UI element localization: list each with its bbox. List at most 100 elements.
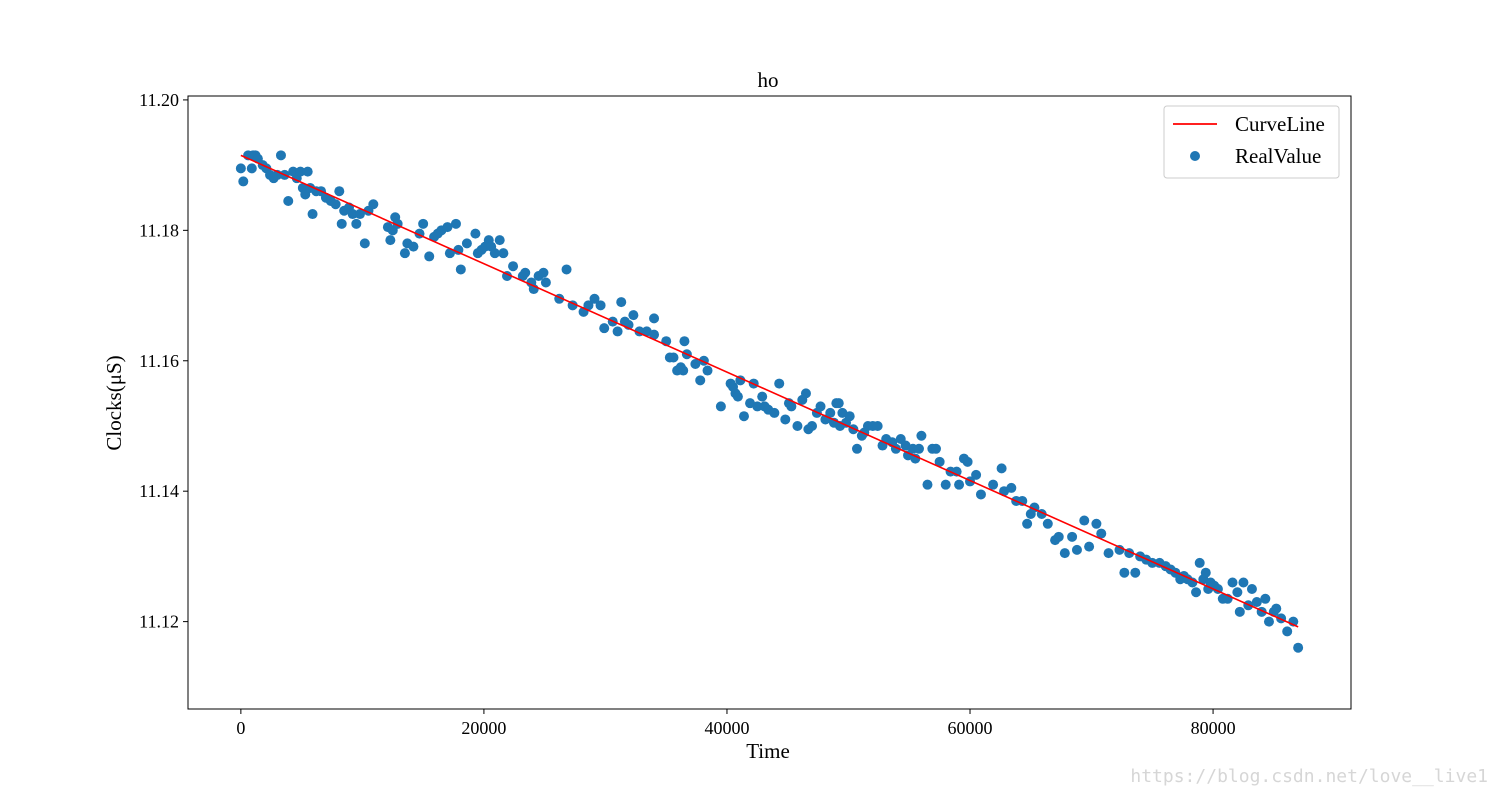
data-point	[1091, 518, 1102, 529]
data-point	[695, 375, 706, 386]
data-point	[275, 150, 286, 161]
legend-dot-marker	[1190, 151, 1200, 161]
data-point	[1053, 531, 1064, 542]
data-point	[599, 323, 610, 334]
chart-title: ho	[758, 68, 779, 92]
data-point	[971, 469, 982, 480]
y-tick-label: 11.18	[139, 220, 179, 240]
data-point	[538, 267, 549, 278]
data-point	[444, 248, 455, 259]
data-point	[872, 420, 883, 431]
data-point	[757, 391, 768, 402]
data-point	[408, 241, 419, 252]
data-point	[975, 489, 986, 500]
data-point	[330, 199, 341, 210]
plot-area	[235, 150, 1304, 653]
data-point	[1263, 616, 1274, 627]
data-point	[418, 218, 429, 229]
data-point	[769, 407, 780, 418]
data-point	[1071, 544, 1082, 555]
data-point	[494, 235, 505, 246]
data-point	[1234, 606, 1245, 617]
x-tick-label: 80000	[1191, 718, 1236, 738]
data-point	[238, 176, 249, 187]
data-point	[807, 420, 818, 431]
data-point	[690, 359, 701, 370]
y-tick-label: 11.12	[139, 612, 179, 632]
x-axis-label: Time	[746, 739, 790, 763]
data-point	[246, 163, 257, 174]
data-point	[649, 329, 660, 340]
axes: 0 20000 40000 60000 80000 11.12 11.14 11.16 11.1…	[139, 90, 1352, 738]
data-point	[715, 401, 726, 412]
data-point	[732, 391, 743, 402]
data-point	[589, 293, 600, 304]
y-tick-label: 11.14	[139, 481, 179, 501]
data-point	[844, 411, 855, 422]
curve-line	[240, 154, 1299, 628]
data-point	[678, 365, 689, 376]
data-point	[752, 401, 763, 412]
y-tick-label: 11.20	[139, 90, 179, 110]
data-point	[561, 264, 572, 275]
legend: CurveLine RealValue	[1163, 105, 1340, 179]
data-point	[774, 378, 785, 389]
data-point	[1119, 567, 1130, 578]
data-point	[583, 300, 594, 311]
data-point	[283, 195, 294, 206]
data-point	[800, 388, 811, 399]
data-point	[508, 261, 519, 272]
data-point	[988, 479, 999, 490]
data-point	[295, 166, 306, 177]
legend-entry-label: CurveLine	[1235, 112, 1325, 136]
data-point	[1022, 518, 1033, 529]
data-point	[780, 414, 791, 425]
data-point	[940, 479, 951, 490]
data-point	[354, 209, 365, 220]
data-point	[649, 313, 660, 324]
data-point	[1042, 518, 1053, 529]
data-point	[1282, 626, 1293, 637]
data-point	[1293, 642, 1304, 653]
data-point	[351, 218, 362, 229]
x-tick-label: 20000	[461, 718, 506, 738]
data-point	[1232, 587, 1243, 598]
data-point	[833, 398, 844, 409]
data-point	[792, 420, 803, 431]
data-point	[910, 453, 921, 464]
data-point	[1114, 544, 1125, 555]
data-point	[424, 251, 435, 262]
data-point	[461, 238, 472, 249]
data-point	[520, 267, 531, 278]
data-point	[498, 248, 509, 259]
data-point	[612, 326, 623, 337]
series-group	[235, 150, 1304, 653]
data-point	[334, 186, 345, 197]
data-point	[442, 222, 453, 233]
data-point	[399, 248, 410, 259]
data-point	[825, 407, 836, 418]
data-point	[934, 456, 945, 467]
data-point	[450, 218, 461, 229]
data-point	[616, 297, 627, 308]
data-point	[1084, 541, 1095, 552]
data-point	[996, 463, 1007, 474]
axes-frame	[187, 95, 1352, 710]
data-point	[1271, 603, 1282, 614]
legend-entry-label: RealValue	[1235, 144, 1321, 168]
data-point	[595, 300, 606, 311]
data-point	[1251, 597, 1262, 608]
data-point	[368, 199, 379, 210]
data-point	[540, 277, 551, 288]
data-point	[913, 443, 924, 454]
data-point	[1246, 584, 1257, 595]
data-point	[1059, 548, 1070, 559]
data-point	[628, 310, 639, 321]
data-point	[1200, 567, 1211, 578]
data-point	[336, 218, 347, 229]
data-point	[930, 443, 941, 454]
data-point	[679, 336, 690, 347]
data-point	[1227, 577, 1238, 588]
